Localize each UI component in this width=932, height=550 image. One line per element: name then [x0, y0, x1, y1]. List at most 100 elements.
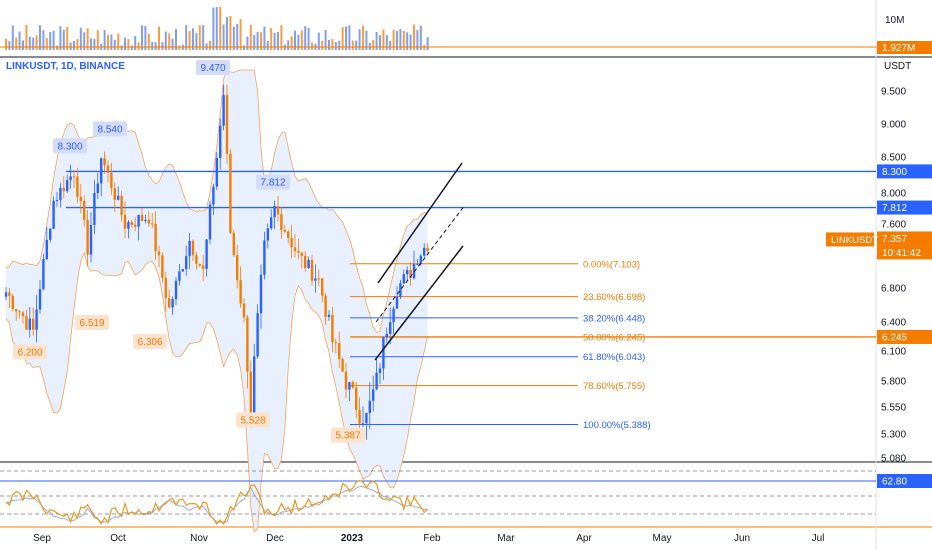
volume-bar: [147, 33, 150, 50]
volume-bar: [321, 40, 324, 50]
volume-bar: [32, 37, 35, 50]
volume-bar: [419, 25, 422, 50]
fib-level-label: 38.20%(6.448): [583, 313, 645, 324]
candle-body: [314, 278, 317, 281]
swing-label-box: [133, 334, 167, 350]
candle-body: [134, 224, 137, 227]
candle-body: [120, 195, 123, 215]
candle-body: [399, 283, 402, 297]
candle-body: [130, 222, 133, 225]
candle-body: [181, 269, 184, 272]
candle-body: [106, 165, 110, 173]
candle-body: [280, 214, 283, 231]
volume-bar: [127, 39, 130, 50]
candle-body: [290, 237, 293, 248]
candle-body: [270, 217, 273, 229]
candle-body: [423, 247, 426, 256]
x-tick-label: Oct: [110, 533, 126, 544]
candle-body: [300, 252, 303, 256]
volume-bar: [56, 45, 58, 50]
volume-bar: [263, 26, 266, 50]
volume-bar: [178, 45, 181, 50]
candle-body: [341, 359, 344, 372]
volume-bar: [59, 26, 62, 50]
volume-bar: [396, 30, 398, 50]
candle-body: [378, 368, 382, 373]
volume-bar: [243, 45, 245, 50]
volume-bar: [362, 25, 364, 50]
rsi-tag-label: 62.80: [882, 477, 907, 488]
price-tag-label: 7.812: [882, 203, 907, 214]
volume-bar: [311, 42, 313, 50]
candle-body: [419, 255, 422, 264]
symbol-label: LINKUSDT, 1D, BINANCE: [6, 61, 125, 72]
candle-body: [117, 195, 120, 200]
currency-label: USDT: [884, 61, 911, 72]
candle-body: [113, 188, 116, 200]
candle-body: [351, 382, 354, 388]
candle-body: [287, 231, 290, 238]
candle-body: [42, 259, 45, 290]
candle-body: [317, 278, 320, 280]
volume-bar: [260, 32, 262, 50]
candle-body: [72, 176, 76, 178]
volume-bar: [413, 24, 415, 50]
candle-body: [205, 239, 208, 269]
volume-bar: [79, 27, 82, 50]
candle-body: [147, 219, 150, 224]
candle-body: [276, 206, 280, 215]
candle-body: [89, 224, 93, 255]
volume-bar: [382, 29, 385, 50]
volume-bar: [355, 40, 358, 50]
volume-axis-label: 10M: [885, 15, 904, 26]
volume-bar: [389, 40, 392, 50]
volume-bar: [317, 32, 320, 50]
volume-bar: [28, 36, 31, 50]
volume-bar: [375, 31, 378, 50]
y-tick-label: 6.400: [881, 318, 906, 329]
swing-label-box: [53, 138, 87, 154]
volume-bar: [175, 28, 177, 50]
volume-bar: [304, 26, 307, 50]
volume-bar: [280, 25, 283, 50]
volume-bar: [8, 41, 11, 50]
y-tick-label: 5.300: [881, 430, 906, 441]
volume-bar: [236, 23, 239, 50]
candle-body: [406, 269, 409, 275]
candle-body: [110, 172, 113, 189]
volume-bar: [253, 35, 256, 50]
candle-body: [69, 176, 72, 181]
fib-level-label: 50.00%(6.245): [583, 332, 645, 343]
candle-body: [215, 157, 218, 187]
volume-bar: [202, 25, 205, 50]
swing-label-box: [331, 427, 365, 443]
volume-bar: [365, 30, 368, 50]
candle-body: [222, 95, 225, 126]
x-tick-label: 2023: [341, 533, 364, 544]
candle-body: [161, 255, 164, 278]
y-tick-label: 7.600: [881, 220, 906, 231]
volume-bar: [273, 32, 276, 50]
fib-level-label: 78.60%(5.755): [583, 381, 645, 392]
volume-bar: [15, 37, 18, 50]
candle-body: [412, 264, 416, 279]
volume-bar: [103, 29, 106, 50]
candle-body: [52, 200, 55, 229]
candle-body: [331, 314, 334, 343]
volume-bar: [192, 28, 194, 50]
rsi-line: [5, 479, 429, 526]
volume-bar: [164, 31, 167, 50]
x-tick-label: Apr: [576, 533, 592, 544]
volume-bar: [86, 28, 89, 50]
candle-body: [28, 318, 31, 330]
volume-bar: [402, 31, 405, 50]
price-tag: [877, 164, 932, 179]
candle-body: [25, 316, 28, 330]
volume-bar: [270, 28, 273, 50]
candle-body: [168, 297, 171, 308]
candle-body: [334, 342, 337, 344]
volume-bar: [158, 26, 160, 50]
candle-body: [79, 196, 82, 202]
rsi-tag: [877, 474, 932, 488]
